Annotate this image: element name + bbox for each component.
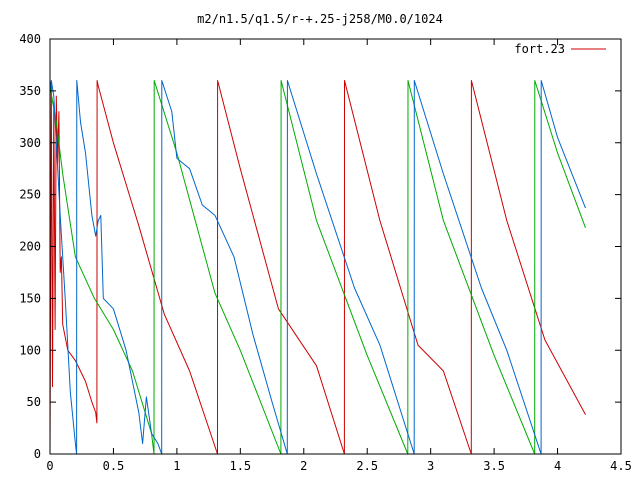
y-tick-label: 100 <box>19 343 41 357</box>
series-line-1 <box>49 80 586 455</box>
chart-title: m2/n1.5/q1.5/r-+.25-j258/M0.0/1024 <box>197 12 443 26</box>
y-tick-label: 350 <box>19 84 41 98</box>
x-tick-label: 0 <box>46 459 53 473</box>
y-tick-label: 150 <box>19 291 41 305</box>
x-tick-label: 4 <box>554 459 561 473</box>
x-tick-label: 1 <box>173 459 180 473</box>
y-tick-label: 300 <box>19 136 41 150</box>
series-group <box>49 80 586 455</box>
x-tick-label: 3 <box>427 459 434 473</box>
y-tick-label: 400 <box>19 32 41 46</box>
y-tick-label: 0 <box>34 447 41 461</box>
y-tick-label: 250 <box>19 188 41 202</box>
x-tick-label: 2 <box>300 459 307 473</box>
series-line-2 <box>49 80 586 455</box>
x-tick-label: 1.5 <box>229 459 251 473</box>
plot-frame <box>49 38 622 455</box>
series-line-3 <box>49 80 586 455</box>
y-axis: 0 50 100 150 200 250 300 350 400 <box>19 32 621 461</box>
legend-label-fort-23: fort.23 <box>514 42 565 56</box>
y-tick-label: 50 <box>27 395 41 409</box>
legend: fort.23 <box>514 42 606 56</box>
x-tick-label: 0.5 <box>103 459 125 473</box>
y-tick-label: 200 <box>19 240 41 254</box>
x-tick-label: 3.5 <box>483 459 505 473</box>
x-tick-label: 2.5 <box>356 459 378 473</box>
x-axis: 0 0.5 1 1.5 2 2.5 3 3.5 4 4.5 <box>46 39 632 473</box>
x-tick-label: 4.5 <box>610 459 632 473</box>
